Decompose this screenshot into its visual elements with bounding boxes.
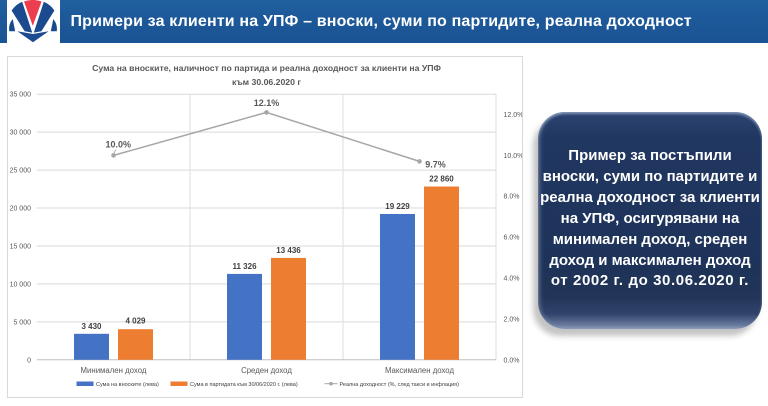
svg-text:към 30.06.2020 г: към 30.06.2020 г [232, 77, 301, 87]
svg-text:8.0%: 8.0% [504, 194, 520, 201]
svg-text:Среден доход: Среден доход [241, 366, 292, 375]
svg-text:Реална доходност (%, след такс: Реална доходност (%, след такси и инфлац… [340, 382, 460, 388]
svg-text:15 000: 15 000 [10, 244, 32, 251]
svg-text:22 860: 22 860 [429, 175, 454, 184]
svg-text:19 229: 19 229 [385, 202, 410, 211]
svg-text:10 000: 10 000 [10, 281, 32, 288]
svg-text:25 000: 25 000 [10, 168, 32, 175]
svg-text:9.7%: 9.7% [425, 160, 446, 170]
svg-text:2.0%: 2.0% [504, 316, 520, 323]
svg-text:0: 0 [27, 357, 31, 364]
svg-text:Сума на вноските, наличност по: Сума на вноските, наличност по партида и… [92, 63, 441, 73]
svg-text:3 430: 3 430 [81, 322, 102, 331]
svg-text:10.0%: 10.0% [504, 153, 523, 160]
svg-text:12.0%: 12.0% [504, 112, 523, 119]
svg-text:11 326: 11 326 [232, 262, 257, 271]
svg-text:35 000: 35 000 [10, 92, 32, 99]
svg-text:12.1%: 12.1% [254, 98, 280, 108]
svg-text:0.0%: 0.0% [504, 357, 520, 364]
svg-text:13 436: 13 436 [276, 246, 301, 255]
svg-text:4.0%: 4.0% [504, 276, 520, 283]
svg-text:30 000: 30 000 [10, 130, 32, 137]
svg-text:10.0%: 10.0% [106, 140, 132, 150]
svg-text:Максимален доход: Максимален доход [385, 366, 454, 375]
svg-text:6.0%: 6.0% [504, 235, 520, 242]
svg-text:20 000: 20 000 [10, 206, 32, 213]
svg-text:Сума в партидата към 30/06/202: Сума в партидата към 30/06/2020 г. (лева… [190, 382, 298, 388]
svg-text:Минимален доход: Минимален доход [81, 366, 147, 375]
svg-text:Сума на вноските (лева): Сума на вноските (лева) [96, 382, 159, 388]
svg-text:5 000: 5 000 [13, 319, 31, 326]
svg-text:4 029: 4 029 [125, 317, 146, 326]
